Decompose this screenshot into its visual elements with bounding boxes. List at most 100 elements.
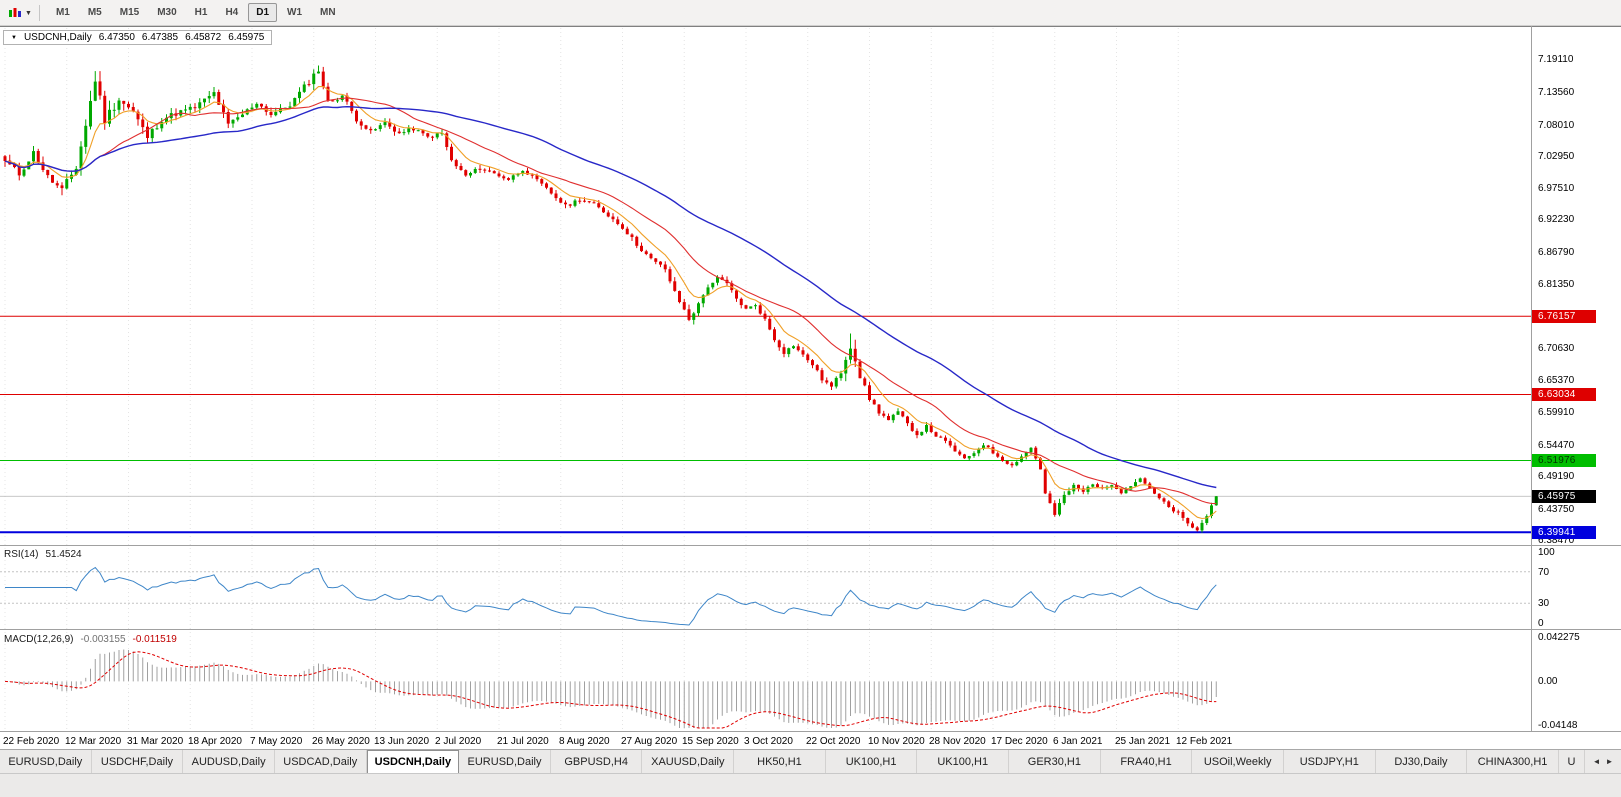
chart-tab-usdcad-daily[interactable]: USDCAD,Daily bbox=[275, 750, 367, 773]
price-axis-label: 6.92230 bbox=[1538, 214, 1575, 225]
chart-tab-hk50-h1[interactable]: HK50,H1 bbox=[734, 750, 826, 773]
macd-axis-label: 0.042275 bbox=[1538, 632, 1580, 643]
chart-tab-bar: EURUSD,Daily USDCHF,Daily AUDUSD,Daily USDC… bbox=[0, 749, 1621, 773]
timeframe-button-m1[interactable]: M1 bbox=[55, 7, 70, 18]
macd-signal-value: -0.011519 bbox=[132, 634, 177, 645]
tab-scroll-right-icon[interactable]: ► bbox=[1605, 757, 1614, 766]
date-axis-label: 25 Jan 2021 bbox=[1115, 736, 1171, 747]
hline-price-flag[interactable]: 6.39941 bbox=[1532, 526, 1596, 539]
date-axis-label: 18 Apr 2020 bbox=[188, 736, 242, 747]
date-axis: 22 Feb 2020 12 Mar 2020 31 Mar 2020 18 Apr … bbox=[0, 733, 1621, 749]
chart-tab-fra40-h1[interactable]: FRA40,H1 bbox=[1101, 750, 1193, 773]
grid-lines bbox=[4, 28, 1179, 731]
quote-high: 6.47385 bbox=[141, 32, 179, 43]
date-axis-label: 2 Jul 2020 bbox=[435, 736, 482, 747]
macd-main-value: -0.003155 bbox=[80, 634, 126, 645]
toolbar: ▼ M1 M5 M15 M30 H1 H4 D1 W1 MN bbox=[0, 0, 1621, 26]
rsi-name: RSI(14) bbox=[4, 549, 39, 560]
price-axis-label: 6.59910 bbox=[1538, 407, 1575, 418]
chart-tab-usdchf-daily[interactable]: USDCHF,Daily bbox=[92, 750, 184, 773]
chart-tab-china300-h1[interactable]: CHINA300,H1 bbox=[1467, 750, 1559, 773]
toolbar-separator bbox=[38, 4, 40, 21]
date-axis-label: 8 Aug 2020 bbox=[559, 736, 610, 747]
hline-price-flag[interactable]: 6.76157 bbox=[1532, 310, 1596, 323]
chart-tab-eurusd-daily[interactable]: EURUSD,Daily bbox=[459, 750, 551, 773]
price-axis-label: 6.97510 bbox=[1538, 183, 1575, 194]
price-axis-label: 6.49190 bbox=[1538, 471, 1575, 482]
chart-tabs: EURUSD,Daily USDCHF,Daily AUDUSD,Daily USDC… bbox=[0, 750, 1559, 773]
timeframe-button-m15[interactable]: M15 bbox=[119, 7, 140, 18]
timeframe-button-w1[interactable]: W1 bbox=[287, 7, 303, 18]
tab-scroll-buttons: ◄ ► bbox=[1585, 750, 1621, 773]
moving-averages bbox=[4, 86, 1217, 520]
date-axis-label: 26 May 2020 bbox=[312, 736, 370, 747]
chart-quote-box[interactable]: ▼ USDCNH,Daily 6.47350 6.47385 6.45872 6… bbox=[3, 30, 273, 45]
quote-close: 6.45975 bbox=[228, 32, 265, 43]
chart-window: ▼ USDCNH,Daily 6.47350 6.47385 6.45872 6… bbox=[0, 26, 1621, 749]
date-axis-label: 27 Aug 2020 bbox=[621, 736, 678, 747]
macd-name: MACD(12,26,9) bbox=[4, 634, 74, 645]
price-axis-label: 6.54470 bbox=[1538, 440, 1575, 451]
timeframe-button-d1[interactable]: D1 bbox=[248, 3, 278, 22]
price-axis-label: 6.86790 bbox=[1538, 247, 1575, 258]
chart-canvas[interactable] bbox=[0, 26, 1621, 749]
chart-tab-ger30-h1[interactable]: GER30,H1 bbox=[1009, 750, 1101, 773]
price-axis-label: 6.70630 bbox=[1538, 343, 1575, 354]
chart-tab-partial[interactable]: U bbox=[1559, 750, 1585, 773]
date-axis-label: 12 Feb 2021 bbox=[1176, 736, 1233, 747]
date-axis-label: 22 Oct 2020 bbox=[806, 736, 861, 747]
candles bbox=[3, 65, 1218, 533]
timeframe-button-m30[interactable]: M30 bbox=[157, 7, 177, 18]
rsi-axis-label: 100 bbox=[1538, 547, 1555, 558]
chart-tab-xauusd-daily[interactable]: XAUUSD,Daily bbox=[642, 750, 735, 773]
rsi-indicator-label: RSI(14) 51.4524 bbox=[4, 549, 82, 560]
chart-tab-usoil-weekly[interactable]: USOil,Weekly bbox=[1192, 750, 1284, 773]
chart-tab-eurusd-daily[interactable]: EURUSD,Daily bbox=[0, 750, 92, 773]
rsi-axis-label: 30 bbox=[1538, 598, 1550, 609]
price-axis-label: 7.19110 bbox=[1538, 54, 1574, 65]
chart-tab-gbpusd-h4[interactable]: GBPUSD,H4 bbox=[551, 750, 643, 773]
chart-type-icon[interactable] bbox=[5, 4, 25, 22]
candlestick-chart-icon bbox=[9, 7, 21, 17]
quote-low: 6.45872 bbox=[185, 32, 222, 43]
timeframe-button-mn[interactable]: MN bbox=[320, 7, 336, 18]
chart-symbol-period: USDCNH,Daily bbox=[23, 32, 92, 43]
chart-tab-audusd-daily[interactable]: AUDUSD,Daily bbox=[183, 750, 275, 773]
timeframe-button-h1[interactable]: H1 bbox=[194, 7, 208, 18]
timeframe-button-h4[interactable]: H4 bbox=[225, 7, 239, 18]
chart-tab-uk100-h1[interactable]: UK100,H1 bbox=[826, 750, 918, 773]
macd-histogram bbox=[4, 649, 1217, 729]
chart-tab-dj30-daily[interactable]: DJ30,Daily bbox=[1376, 750, 1468, 773]
chart-tab-uk100-h1[interactable]: UK100,H1 bbox=[917, 750, 1010, 773]
current-price-flag[interactable]: 6.45975 bbox=[1532, 490, 1596, 503]
timeframe-button-group: M1 M5 M15 M30 H1 H4 D1 W1 MN bbox=[47, 3, 345, 22]
price-axis-label: 6.65370 bbox=[1538, 375, 1575, 386]
timeframe-button-m5[interactable]: M5 bbox=[87, 7, 102, 18]
macd-axis-label: -0.04148 bbox=[1538, 720, 1578, 731]
date-axis-label: 7 May 2020 bbox=[250, 736, 303, 747]
hline-price-flag[interactable]: 6.51976 bbox=[1532, 454, 1596, 467]
macd-indicator-label: MACD(12,26,9) -0.003155 -0.011519 bbox=[4, 634, 177, 645]
date-axis-label: 17 Dec 2020 bbox=[991, 736, 1048, 747]
date-axis-label: 15 Sep 2020 bbox=[682, 736, 739, 747]
quote-expand-caret[interactable]: ▼ bbox=[11, 34, 17, 41]
date-axis-label: 3 Oct 2020 bbox=[744, 736, 793, 747]
chart-type-dropdown-caret[interactable]: ▼ bbox=[25, 10, 32, 17]
quote-open: 6.47350 bbox=[98, 32, 135, 43]
status-bar bbox=[0, 773, 1621, 797]
hline-price-flag[interactable]: 6.63034 bbox=[1532, 388, 1596, 401]
chart-tab-usdcnh-daily[interactable]: USDCNH,Daily bbox=[366, 750, 460, 773]
rsi-line bbox=[5, 566, 1217, 626]
date-axis-label: 10 Nov 2020 bbox=[868, 736, 925, 747]
date-axis-label: 21 Jul 2020 bbox=[497, 736, 549, 747]
date-axis-label: 6 Jan 2021 bbox=[1053, 736, 1103, 747]
rsi-axis-label: 70 bbox=[1538, 567, 1550, 578]
tab-scroll-left-icon[interactable]: ◄ bbox=[1592, 757, 1601, 766]
date-axis-label: 12 Mar 2020 bbox=[65, 736, 122, 747]
price-axis-label: 7.13560 bbox=[1538, 87, 1575, 98]
price-axis-label: 6.81350 bbox=[1538, 279, 1575, 290]
chart-tab-usdjpy-h1[interactable]: USDJPY,H1 bbox=[1284, 750, 1376, 773]
date-axis-label: 31 Mar 2020 bbox=[127, 736, 184, 747]
date-axis-label: 28 Nov 2020 bbox=[929, 736, 986, 747]
